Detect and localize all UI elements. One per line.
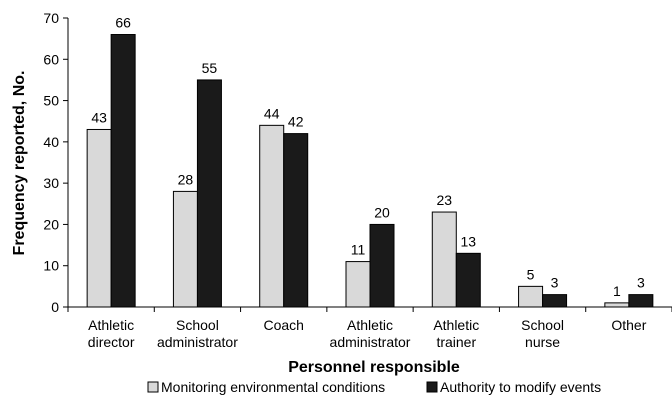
category-label: Athletic administrator bbox=[330, 317, 411, 350]
category-label: Other bbox=[611, 317, 646, 333]
y-tick-label: 50 bbox=[43, 93, 59, 109]
category-labels: Athletic director School administrator Coach… bbox=[88, 317, 647, 350]
y-axis: 0 10 20 30 40 50 60 70 bbox=[43, 10, 69, 315]
category-label: Athletic trainer bbox=[433, 317, 479, 350]
bar-authority bbox=[283, 133, 309, 308]
x-axis-title: Personnel responsible bbox=[288, 359, 460, 376]
bar-authority bbox=[455, 252, 481, 308]
bar-monitoring bbox=[345, 261, 371, 308]
y-tick-label: 20 bbox=[43, 216, 59, 232]
x-axis bbox=[67, 306, 672, 312]
bar-monitoring bbox=[518, 285, 544, 308]
data-label: 44 bbox=[264, 105, 280, 121]
category-label: School nurse bbox=[521, 317, 564, 350]
y-axis-title: Frequency reported, No. bbox=[11, 71, 28, 256]
category-label: Coach bbox=[263, 317, 303, 333]
data-label: 43 bbox=[91, 109, 107, 125]
data-label: 1 bbox=[613, 283, 621, 299]
category-label: School administrator bbox=[157, 317, 238, 350]
bars bbox=[86, 34, 654, 308]
bar-authority bbox=[369, 223, 395, 308]
data-label: 20 bbox=[374, 204, 390, 220]
data-label: 55 bbox=[202, 60, 218, 76]
y-tick-label: 0 bbox=[51, 299, 59, 315]
bar-monitoring bbox=[259, 124, 285, 308]
legend-label: Authority to modify events bbox=[440, 379, 601, 395]
y-tick-label: 10 bbox=[43, 258, 59, 274]
data-label: 42 bbox=[288, 114, 304, 130]
bar-authority bbox=[542, 294, 568, 308]
data-label: 5 bbox=[527, 266, 535, 282]
bar-monitoring bbox=[604, 302, 630, 308]
legend-swatch bbox=[147, 381, 159, 393]
bar-monitoring bbox=[86, 128, 112, 308]
data-label: 23 bbox=[436, 192, 452, 208]
legend-label: Monitoring environmental conditions bbox=[161, 379, 385, 395]
data-label: 11 bbox=[351, 242, 366, 258]
bar-authority bbox=[196, 79, 222, 308]
category-label: Athletic director bbox=[88, 317, 135, 350]
bar-monitoring bbox=[431, 211, 457, 308]
bar-authority bbox=[110, 34, 136, 308]
bar-authority bbox=[628, 294, 654, 308]
data-label: 28 bbox=[178, 171, 194, 187]
data-label: 66 bbox=[115, 15, 131, 31]
data-label: 13 bbox=[460, 233, 476, 249]
y-tick-label: 30 bbox=[43, 175, 59, 191]
data-label: 3 bbox=[637, 275, 645, 291]
y-tick-label: 40 bbox=[43, 134, 59, 150]
bar-monitoring bbox=[172, 190, 198, 308]
legend-swatch bbox=[426, 381, 438, 393]
data-label: 3 bbox=[551, 275, 559, 291]
y-tick-label: 60 bbox=[43, 51, 59, 67]
legend: Monitoring environmental conditions Autho… bbox=[147, 379, 601, 395]
y-tick-label: 70 bbox=[43, 10, 59, 26]
